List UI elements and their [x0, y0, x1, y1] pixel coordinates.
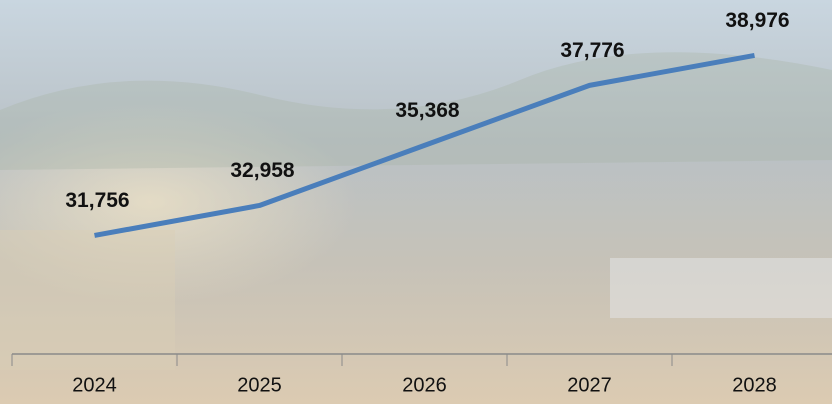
x-ticks: [11, 354, 673, 366]
x-tick-label: 2025: [237, 374, 282, 396]
x-tick-label: 2028: [732, 374, 777, 396]
x-tick-label: 2024: [72, 374, 117, 396]
building: [610, 258, 832, 318]
building: [0, 230, 175, 370]
data-label: 37,776: [560, 39, 624, 62]
data-label: 32,958: [230, 159, 295, 182]
line: [94, 52, 755, 238]
x-tick-label: 2026: [402, 374, 447, 396]
data-label: 35,368: [395, 99, 460, 122]
data-label: 38,976: [725, 9, 789, 32]
x-tick-label: 2027: [567, 374, 612, 396]
hills: [0, 52, 832, 170]
data-label: 31,756: [65, 189, 129, 212]
